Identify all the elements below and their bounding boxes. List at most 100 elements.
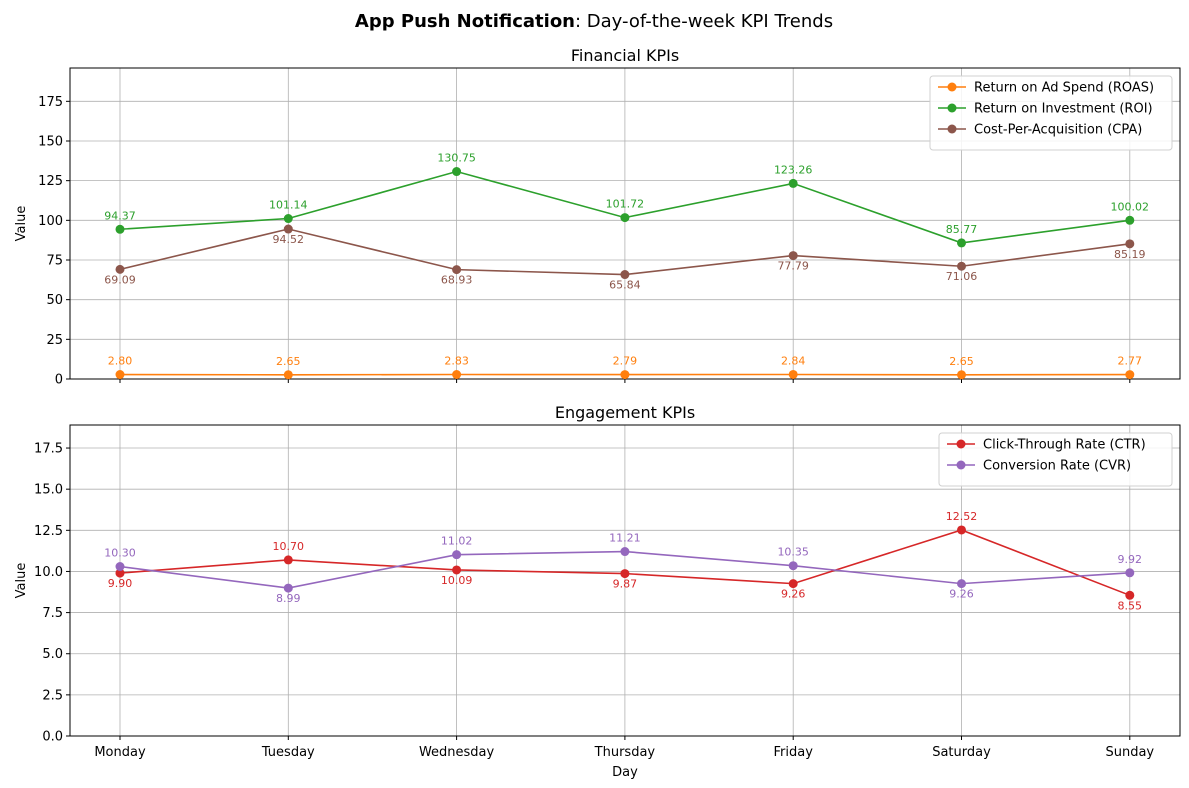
data-label: 69.09 bbox=[104, 273, 136, 286]
y-tick-label: 0 bbox=[55, 373, 63, 388]
series: 94.37 101.14 130.75 101.72 123.26 85.77 100.02 bbox=[104, 152, 1149, 248]
data-point bbox=[1125, 239, 1135, 249]
y-tick-label: 5.0 bbox=[42, 647, 63, 662]
y-tick-label: 12.5 bbox=[34, 524, 63, 539]
y-tick-label: 10.0 bbox=[34, 565, 63, 580]
x-tick-label: Thursday bbox=[594, 745, 656, 760]
data-point bbox=[115, 264, 125, 274]
x-tick-label: Sunday bbox=[1105, 745, 1154, 760]
data-label: 10.09 bbox=[441, 574, 473, 587]
y-tick-label: 7.5 bbox=[42, 606, 63, 621]
data-label: 2.80 bbox=[108, 355, 133, 368]
data-label: 130.75 bbox=[437, 152, 476, 165]
data-point bbox=[788, 579, 798, 589]
y-tick-label: 175 bbox=[38, 95, 63, 110]
legend-swatch-marker bbox=[947, 103, 957, 113]
x-axis-label: Day bbox=[612, 765, 638, 780]
legend-swatch-marker bbox=[947, 124, 957, 134]
data-point bbox=[452, 167, 462, 177]
legend: Return on Ad Spend (ROAS) Return on Inves… bbox=[929, 75, 1173, 151]
x-tick-label: Saturday bbox=[932, 745, 991, 760]
data-label: 12.52 bbox=[946, 510, 978, 523]
data-label: 9.92 bbox=[1118, 553, 1143, 566]
legend-entry: Conversion Rate (CVR) bbox=[983, 459, 1131, 474]
data-point bbox=[620, 213, 630, 223]
y-tick-label: 75 bbox=[46, 253, 63, 268]
engagement-kpis-panel: 0.0 2.5 5.0 7.5 10.0 12.5 15.0 17.5 Monday Tuesda… bbox=[14, 403, 1181, 780]
data-label: 68.93 bbox=[441, 274, 473, 287]
data-label: 94.52 bbox=[273, 233, 305, 246]
data-point bbox=[452, 550, 462, 560]
data-label: 71.06 bbox=[946, 270, 978, 283]
y-tick-label: 0.0 bbox=[42, 730, 63, 745]
data-label: 2.77 bbox=[1118, 355, 1143, 368]
data-point bbox=[620, 569, 630, 579]
data-point bbox=[620, 547, 630, 557]
data-point bbox=[452, 370, 462, 380]
data-label: 123.26 bbox=[774, 163, 813, 176]
figure-title-rest: : Day-of-the-week KPI Trends bbox=[575, 11, 833, 32]
x-tick-label: Wednesday bbox=[419, 745, 495, 760]
series: 2.80 2.65 2.83 2.79 2.84 2.65 2.77 bbox=[108, 354, 1143, 380]
data-label: 8.55 bbox=[1118, 599, 1143, 612]
data-label: 85.77 bbox=[946, 223, 978, 236]
data-label: 100.02 bbox=[1111, 200, 1150, 213]
y-tick-label: 50 bbox=[46, 293, 63, 308]
legend: Click-Through Rate (CTR) Conversion Rate … bbox=[938, 432, 1173, 487]
data-label: 10.70 bbox=[273, 540, 305, 553]
y-tick-label: 125 bbox=[38, 174, 63, 189]
data-point bbox=[1125, 215, 1135, 225]
data-point bbox=[957, 238, 966, 248]
series: 10.30 8.99 11.02 11.21 10.35 9.26 9.92 bbox=[104, 532, 1142, 606]
data-point bbox=[1125, 370, 1135, 380]
data-point bbox=[957, 370, 966, 380]
data-label: 9.87 bbox=[613, 578, 638, 591]
y-axis-label: Value bbox=[14, 563, 29, 599]
data-point bbox=[115, 562, 125, 572]
data-label: 2.65 bbox=[276, 355, 301, 368]
data-label: 77.79 bbox=[777, 260, 809, 273]
series: 9.90 10.70 10.09 9.87 9.26 12.52 8.55 bbox=[108, 510, 1142, 612]
data-label: 11.02 bbox=[441, 535, 473, 548]
data-point bbox=[283, 370, 293, 380]
data-point bbox=[788, 178, 798, 188]
data-point bbox=[788, 561, 798, 571]
data-label: 101.14 bbox=[269, 199, 308, 212]
data-point bbox=[283, 224, 293, 234]
panel-title: Financial KPIs bbox=[571, 46, 679, 65]
legend-entry: Return on Ad Spend (ROAS) bbox=[974, 81, 1154, 96]
data-label: 2.79 bbox=[613, 355, 638, 368]
data-label: 9.26 bbox=[949, 588, 974, 601]
y-axis-label: Value bbox=[14, 206, 29, 242]
data-point bbox=[452, 265, 462, 275]
data-label: 65.84 bbox=[609, 279, 641, 292]
legend-entry: Return on Investment (ROI) bbox=[974, 102, 1153, 117]
data-point bbox=[283, 555, 293, 565]
financial-kpis-panel: 0 25 50 75 100 125 150 175 Financial KPIs Value 2.… bbox=[14, 46, 1181, 388]
data-point bbox=[620, 370, 630, 380]
data-label: 2.65 bbox=[949, 355, 974, 368]
figure-title: App Push Notification: Day-of-the-week K… bbox=[355, 11, 833, 32]
x-tick-label: Monday bbox=[94, 745, 146, 760]
x-tick-label: Friday bbox=[773, 745, 813, 760]
data-point bbox=[115, 568, 125, 578]
data-point bbox=[957, 261, 966, 271]
data-point bbox=[115, 370, 125, 380]
figure-title-bold: App Push Notification bbox=[355, 11, 575, 32]
y-tick-label: 150 bbox=[38, 134, 63, 149]
data-point bbox=[283, 583, 293, 593]
data-point bbox=[1125, 568, 1135, 578]
legend-entry: Click-Through Rate (CTR) bbox=[983, 438, 1146, 453]
data-label: 9.90 bbox=[108, 577, 133, 590]
data-label: 101.72 bbox=[606, 198, 645, 211]
y-tick-label: 25 bbox=[46, 333, 63, 348]
x-tick-label: Tuesday bbox=[261, 745, 315, 760]
legend-swatch-marker bbox=[956, 439, 966, 449]
data-point bbox=[452, 565, 462, 575]
y-tick-label: 15.0 bbox=[34, 483, 63, 498]
y-tick-label: 17.5 bbox=[34, 442, 63, 457]
data-label: 8.99 bbox=[276, 592, 301, 605]
data-point bbox=[788, 369, 798, 379]
legend-box bbox=[929, 75, 1173, 151]
